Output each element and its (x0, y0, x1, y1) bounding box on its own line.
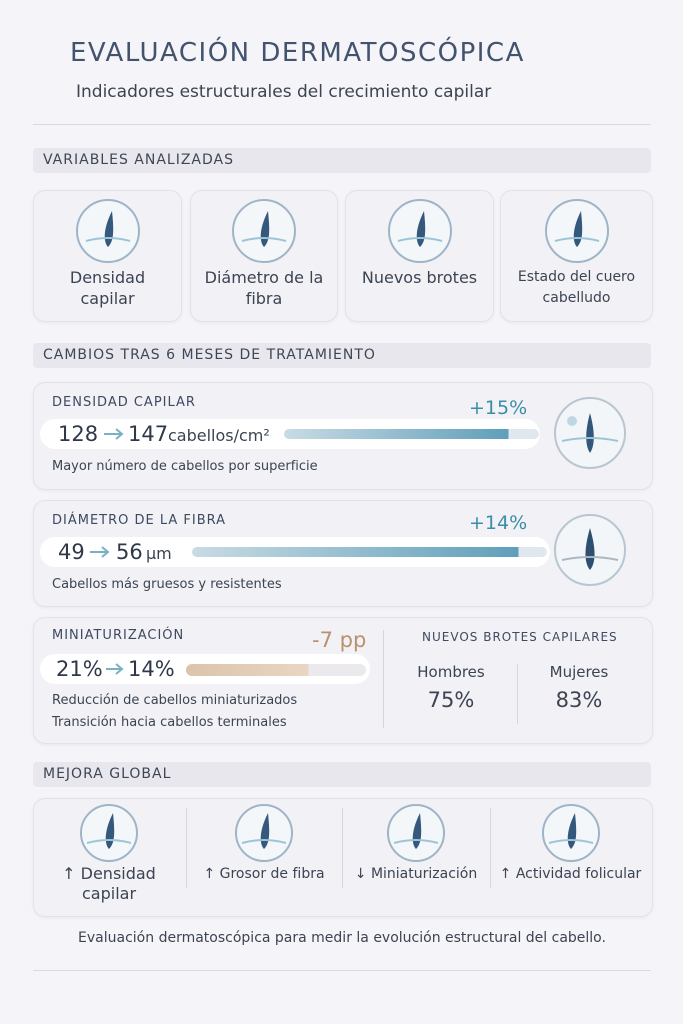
global-label: ↑ Actividad folicular (499, 866, 642, 882)
section-heading: MEJORA GLOBAL (43, 766, 172, 782)
icon (387, 199, 452, 263)
icon (75, 199, 140, 263)
icon (232, 199, 296, 263)
icon (80, 804, 138, 862)
diameter-card: DIÁMETRO DE LA FIBRA +14% 49 56 μm Cabel… (33, 500, 653, 607)
value-pill: 21% 14% (40, 654, 370, 684)
metric-note: Cabellos más gruesos y resistentes (52, 577, 282, 592)
group-value: 83% (555, 688, 603, 712)
value-unit: μm (146, 544, 172, 563)
metric-label: DENSIDAD CAPILAR (52, 395, 196, 410)
section-bar: MEJORA GLOBAL (33, 762, 651, 787)
variable-card: Densidad capilar (33, 190, 182, 322)
arrow (90, 546, 110, 558)
arrow (106, 663, 124, 675)
icon (544, 199, 609, 263)
divider (517, 664, 518, 724)
variable-label: Densidad capilar (69, 268, 146, 308)
variable-label: Nuevos brotes (361, 268, 478, 287)
divider (490, 808, 491, 888)
metric-label: MINIATURIZACIÓN (52, 628, 185, 643)
icon (541, 804, 600, 862)
section-heading: CAMBIOS TRAS 6 MESES DE TRATAMIENTO (43, 347, 376, 363)
value-from: 49 (58, 540, 85, 564)
group-name: Hombres (417, 663, 485, 681)
progress-bar (192, 547, 547, 557)
variable-label: Estado del cuero cabelludo (517, 269, 636, 306)
density-card: DENSIDAD CAPILAR +15% 128 147 cabellos/c… (33, 382, 653, 490)
icon (554, 397, 626, 469)
group-value: 75% (427, 688, 475, 712)
group-name: Mujeres (549, 663, 609, 681)
divider (383, 630, 384, 728)
subtitle: Indicadores estructurales del crecimient… (76, 82, 492, 102)
metric-note: Transición hacia cabellos terminales (52, 715, 287, 730)
metric-label: DIÁMETRO DE LA FIBRA (52, 513, 227, 528)
section-heading: VARIABLES ANALIZADAS (43, 152, 235, 168)
icon (387, 804, 445, 862)
footer: Evaluación dermatoscópica para medir la … (78, 930, 606, 946)
metric-note: Reducción de cabellos miniaturizados (52, 693, 298, 708)
divider (33, 124, 651, 125)
value-from: 128 (58, 422, 99, 446)
metric-note: Mayor número de cabellos por superficie (52, 459, 318, 474)
divider (33, 970, 651, 971)
value-pill: 49 56 μm (40, 537, 550, 567)
value-to: 147 (128, 422, 169, 446)
title: EVALUACIÓN DERMATOSCÓPICA (70, 38, 525, 68)
metric-change: +14% (469, 512, 528, 534)
divider (342, 808, 343, 888)
progress-bar (284, 429, 539, 439)
value-from: 21% (56, 657, 103, 681)
global-label: ↓ Miniaturización (354, 866, 478, 882)
value-unit: cabellos/cm² (168, 426, 270, 445)
section-bar: VARIABLES ANALIZADAS (33, 148, 651, 173)
growth-heading: NUEVOS BROTES CAPILARES (422, 630, 618, 644)
icon (554, 514, 626, 586)
variable-label: Diámetro de la fibra (204, 268, 324, 308)
metric-change: -7 pp (312, 628, 367, 652)
variable-card: Estado del cuero cabelludo (500, 190, 653, 322)
miniaturization-card: MINIATURIZACIÓN -7 pp 21% 14% Reducción … (33, 617, 653, 744)
global-label: ↑ Grosor de fibra (203, 866, 325, 882)
icon (235, 804, 293, 862)
metric-change: +15% (469, 397, 528, 419)
variable-card: Diámetro de la fibra (190, 190, 338, 322)
value-to: 56 (116, 540, 143, 564)
global-label: ↑ Densidad capilar (62, 864, 156, 903)
variable-card: Nuevos brotes (345, 190, 494, 322)
value-to: 14% (128, 657, 175, 681)
value-pill: 128 147 cabellos/cm² (40, 419, 540, 449)
arrow (104, 428, 124, 440)
progress-bar (186, 664, 366, 676)
section-bar: CAMBIOS TRAS 6 MESES DE TRATAMIENTO (33, 343, 651, 368)
divider (186, 808, 187, 888)
